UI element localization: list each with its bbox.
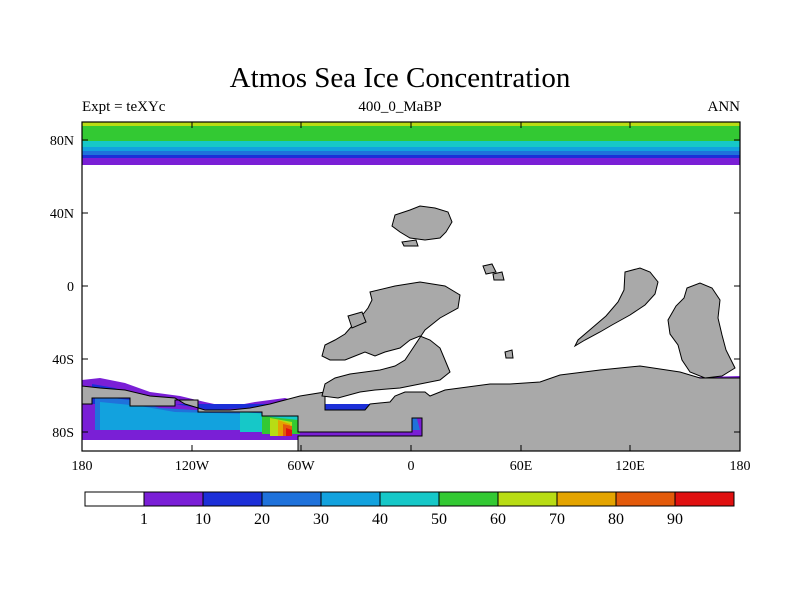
- arctic-sea-ice: [82, 122, 740, 165]
- colorbar-swatch-4: [320, 491, 381, 507]
- latitude-axis: 80N 40N 0 40S 80S: [50, 134, 74, 441]
- lat-label-40s: 40S: [52, 353, 74, 368]
- longitude-axis: 180 120W 60W 0 60E 120E 180: [72, 459, 751, 474]
- colorbar-label-5: 50: [431, 511, 447, 528]
- colorbar-label-6: 60: [490, 511, 506, 528]
- lat-label-80n: 80N: [50, 134, 74, 149]
- colorbar-swatch-8: [556, 491, 617, 507]
- colorbar-swatch-9: [615, 491, 676, 507]
- axis-ticks: [82, 122, 740, 451]
- experiment-label: Expt = teXYc: [82, 99, 166, 115]
- colorbar-label-7: 70: [549, 511, 565, 528]
- lat-label-0: 0: [67, 280, 74, 295]
- plot-title: Atmos Sea Ice Concentration: [229, 62, 571, 94]
- colorbar-label-3: 30: [313, 511, 329, 528]
- colorbar-label-2: 20: [254, 511, 270, 528]
- colorbar-label-4: 40: [372, 511, 388, 528]
- lon-label-0: 0: [408, 459, 415, 474]
- colorbar: 1 10 20 30 40 50 60 70 80 90: [84, 491, 735, 528]
- lon-label-120e: 120E: [615, 459, 645, 474]
- colorbar-label-0: 1: [140, 511, 148, 528]
- lon-label-60e: 60E: [510, 459, 533, 474]
- lon-label-60w: 60W: [287, 459, 315, 474]
- colorbar-label-1: 10: [195, 511, 211, 528]
- colorbar-swatch-0: [84, 491, 145, 507]
- season-label: ANN: [707, 99, 741, 115]
- colorbar-swatch-6: [438, 491, 499, 507]
- land-masses: [81, 205, 741, 452]
- map-panel: [81, 121, 741, 452]
- lon-label-180e: 180: [730, 459, 751, 474]
- colorbar-swatch-5: [379, 491, 440, 507]
- colorbar-swatch-3: [261, 491, 322, 507]
- colorbar-swatch-7: [497, 491, 558, 507]
- time-period-label: 400_0_MaBP: [358, 99, 442, 115]
- lon-label-120w: 120W: [175, 459, 210, 474]
- colorbar-label-9: 90: [667, 511, 683, 528]
- colorbar-label-8: 80: [608, 511, 624, 528]
- colorbar-swatch-1: [143, 491, 204, 507]
- lon-label-180w: 180: [72, 459, 93, 474]
- lat-label-80s: 80S: [52, 426, 74, 441]
- lat-label-40n: 40N: [50, 207, 74, 222]
- colorbar-swatch-2: [202, 491, 263, 507]
- colorbar-swatch-10: [674, 491, 735, 507]
